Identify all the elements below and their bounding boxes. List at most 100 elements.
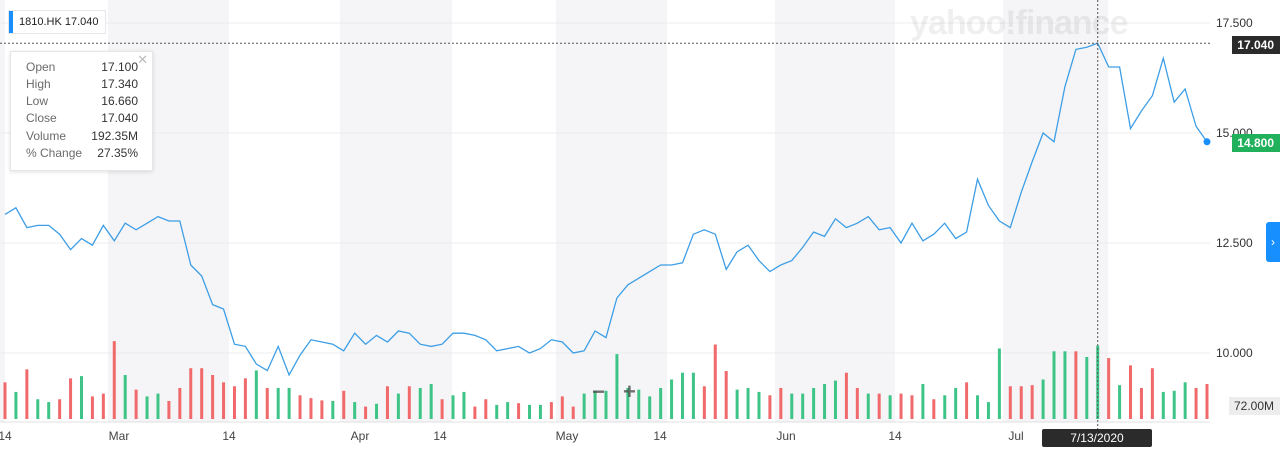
tooltip-value: 17.340 [101, 77, 138, 91]
volume-bar [353, 402, 357, 419]
volume-bar [538, 404, 542, 419]
y-tick-label: 10.000 [1216, 346, 1253, 360]
month-band [340, 0, 452, 422]
volume-bar [309, 398, 313, 419]
tooltip-value: 17.040 [101, 111, 138, 125]
x-tick-label: Apr [351, 429, 370, 443]
volume-bar [713, 344, 717, 419]
x-tick-label: Jun [776, 429, 795, 443]
zoom-out-button[interactable]: − [592, 379, 605, 404]
volume-bar [691, 372, 695, 419]
volume-bar [1194, 387, 1198, 419]
volume-bar [1129, 365, 1133, 419]
volume-bar [156, 393, 160, 419]
volume-bar [659, 387, 663, 419]
ticker-symbol: 1810.HK [19, 16, 62, 28]
expand-panel-button[interactable]: › [1266, 222, 1280, 262]
close-icon[interactable]: ✕ [137, 52, 148, 67]
month-band [556, 0, 667, 422]
volume-bar [648, 396, 652, 419]
tooltip-label: High [26, 77, 51, 91]
volume-bar [123, 374, 127, 419]
volume-bar [670, 379, 674, 419]
volume-bar [1008, 386, 1012, 419]
tooltip-value: 192.35M [91, 129, 138, 143]
volume-bar [407, 386, 411, 419]
volume-bar [768, 395, 772, 419]
volume-bar [965, 382, 969, 419]
volume-bar [517, 403, 521, 419]
volume-bar [888, 395, 892, 419]
tooltip-label: Close [26, 111, 57, 125]
volume-bar [844, 372, 848, 419]
volume-bar [976, 395, 980, 419]
volume-bar [812, 387, 816, 419]
ticker-tag: 1810.HK 17.040 [8, 10, 106, 34]
volume-bar [484, 399, 488, 419]
tooltip-value: 16.660 [101, 94, 138, 108]
tooltip-value: 27.35% [97, 146, 138, 160]
volume-bar [1052, 351, 1056, 419]
zoom-controls: − + [573, 379, 655, 404]
tooltip-row-volume: Volume 192.35M [26, 129, 138, 143]
volume-bar [69, 378, 73, 419]
volume-bar [1161, 391, 1165, 419]
volume-bar [200, 368, 204, 419]
crosshair-price-label: 17.040 [1232, 36, 1280, 54]
volume-bar [1118, 385, 1122, 419]
volume-bar [855, 387, 859, 419]
volume-bar [254, 370, 258, 419]
volume-bar [167, 400, 171, 419]
volume-bar [997, 348, 1001, 419]
x-tick-label: Mar [109, 429, 130, 443]
volume-bar [276, 387, 280, 419]
tooltip-row-high: High 17.340 [26, 77, 138, 91]
tooltip-label: Low [26, 94, 49, 108]
volume-bar [243, 378, 247, 419]
volume-bar [1172, 390, 1176, 419]
volume-bar [735, 389, 739, 419]
y-tick-label: 17.500 [1216, 16, 1253, 30]
tooltip-row-change: % Change 27.35% [26, 146, 138, 160]
volume-bar [222, 382, 226, 419]
last-price-dot [1203, 138, 1211, 146]
volume-bar [779, 387, 783, 419]
volume-bar [3, 382, 7, 419]
volume-bar [921, 384, 925, 419]
volume-bar [801, 393, 805, 419]
volume-bar [232, 386, 236, 419]
volume-bar [582, 393, 586, 419]
volume-bar [265, 387, 269, 419]
volume-bar [790, 393, 794, 419]
volume-bar [899, 393, 903, 419]
volume-bar [145, 396, 149, 419]
volume-bar [1107, 358, 1111, 419]
volume-bar [724, 371, 728, 419]
volume-bar [1030, 385, 1034, 419]
volume-bar [823, 384, 827, 419]
volume-bar [1074, 351, 1078, 419]
volume-bar [418, 387, 422, 419]
volume-bar [79, 376, 83, 419]
volume-bar [1205, 384, 1209, 419]
volume-scale-label: 72.00M [1228, 397, 1280, 415]
volume-bar [571, 406, 575, 419]
volume-bar [1139, 387, 1143, 419]
tooltip-label: Volume [26, 129, 67, 143]
volume-bar [1041, 379, 1045, 419]
volume-bar [385, 386, 389, 419]
volume-bar [954, 387, 958, 419]
volume-bar [560, 396, 564, 419]
volume-bar [342, 390, 346, 419]
volume-bar [440, 399, 444, 419]
tooltip-row-low: Low 16.660 [26, 94, 138, 108]
x-tick-label: Jul [1008, 429, 1023, 443]
volume-bar [320, 400, 324, 419]
volume-bar [287, 387, 291, 419]
zoom-in-button[interactable]: + [623, 379, 636, 404]
volume-bar [429, 384, 433, 419]
volume-bar [1183, 382, 1187, 419]
y-tick-label: 12.500 [1216, 236, 1253, 250]
volume-bar [943, 395, 947, 419]
